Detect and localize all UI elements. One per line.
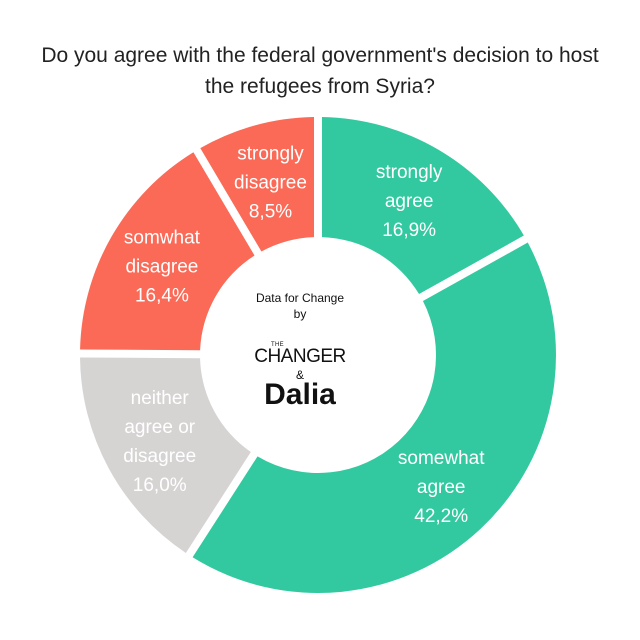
- title-line-2: the refugees from Syria?: [205, 75, 435, 98]
- slice-value-label: 8,5%: [249, 201, 292, 222]
- slice-name-label: disagree: [234, 172, 307, 193]
- slice-label-somewhat-agree: somewhat agree 42,2%: [398, 448, 485, 527]
- slice-value-label: 16,4%: [135, 285, 189, 306]
- slice-name-label: disagree: [125, 256, 198, 277]
- slice-somewhat-agree: [192, 242, 557, 594]
- slice-strongly-disagree: [200, 117, 315, 252]
- slice-name-label: strongly: [376, 162, 443, 183]
- title-line-1: Do you agree with the federal government…: [41, 44, 599, 67]
- slice-name-label: somwhat: [124, 227, 201, 248]
- slice-somwhat-disagree: [80, 152, 255, 351]
- chart-title: Do you agree with the federal government…: [0, 40, 640, 102]
- slice-name-label: strongly: [237, 143, 304, 164]
- slice-name-label: agree: [385, 191, 434, 212]
- slice-value-label: 16,9%: [382, 220, 436, 241]
- logo-changer: CHANGER: [254, 346, 346, 367]
- center-caption-by: by: [293, 307, 307, 321]
- logo-the-text: THE: [271, 342, 284, 348]
- slice-strongly-agree: [321, 117, 524, 295]
- slice-label-neither-agree-or-disagree: neither agree or disagree 16,0%: [123, 388, 196, 496]
- slice-name-label: neither: [131, 388, 190, 409]
- slice-label-somwhat-disagree: somwhat disagree 16,4%: [124, 227, 201, 306]
- slice-label-strongly-agree: strongly agree 16,9%: [376, 162, 443, 241]
- slice-value-label: 42,2%: [414, 506, 468, 527]
- logo-ampersand: &: [295, 368, 304, 382]
- slice-name-label: somewhat: [398, 448, 485, 469]
- slice-name-label: agree: [417, 477, 466, 498]
- logo-dalia: Dalia: [264, 378, 336, 411]
- slice-name-label: agree or: [124, 417, 195, 438]
- slice-value-label: 16,0%: [133, 475, 187, 496]
- center-logo-block: Data for Change by THE CHANGER & Dalia: [235, 290, 365, 411]
- center-caption: Data for Change: [255, 291, 345, 305]
- slice-label-strongly-disagree: strongly disagree 8,5%: [234, 143, 307, 222]
- slice-neither-agree-or-disagree: [80, 357, 251, 553]
- slice-name-label: disagree: [123, 446, 196, 467]
